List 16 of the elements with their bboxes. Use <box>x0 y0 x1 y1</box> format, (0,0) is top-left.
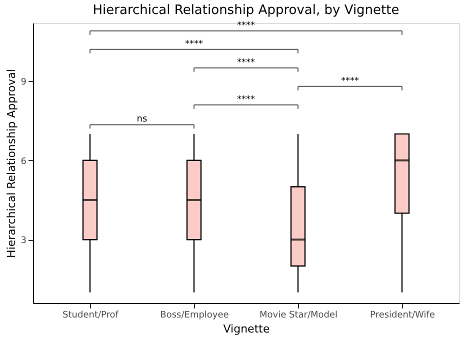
annotation: **** <box>237 58 256 68</box>
annotation: **** <box>341 76 360 86</box>
x-axis-title: Vignette <box>223 322 270 336</box>
annotation: ns <box>136 114 148 125</box>
y-tick-label: 3 <box>20 236 26 246</box>
chart-title: Hierarchical Relationship Approval, by Vignette <box>92 2 400 18</box>
x-tick-label: Student/Prof <box>62 310 120 320</box>
x-tick-label: President/Wife <box>370 310 436 320</box>
y-tick-label: 6 <box>20 156 27 167</box>
x-tick-label: Movie Star/Model <box>259 310 338 320</box>
x-tick-label: Boss/Employee <box>160 310 230 320</box>
y-axis-title: Hierarchical Relationship Approval <box>4 69 18 258</box>
annotation: **** <box>237 20 256 31</box>
y-tick-label: 9 <box>20 78 27 88</box>
annotation: **** <box>237 94 256 105</box>
annotation: **** <box>185 39 204 50</box>
